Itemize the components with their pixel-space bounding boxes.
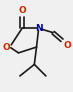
Text: N: N <box>35 24 42 33</box>
Text: O: O <box>63 41 71 50</box>
Text: O: O <box>2 43 10 52</box>
Text: O: O <box>18 6 26 15</box>
